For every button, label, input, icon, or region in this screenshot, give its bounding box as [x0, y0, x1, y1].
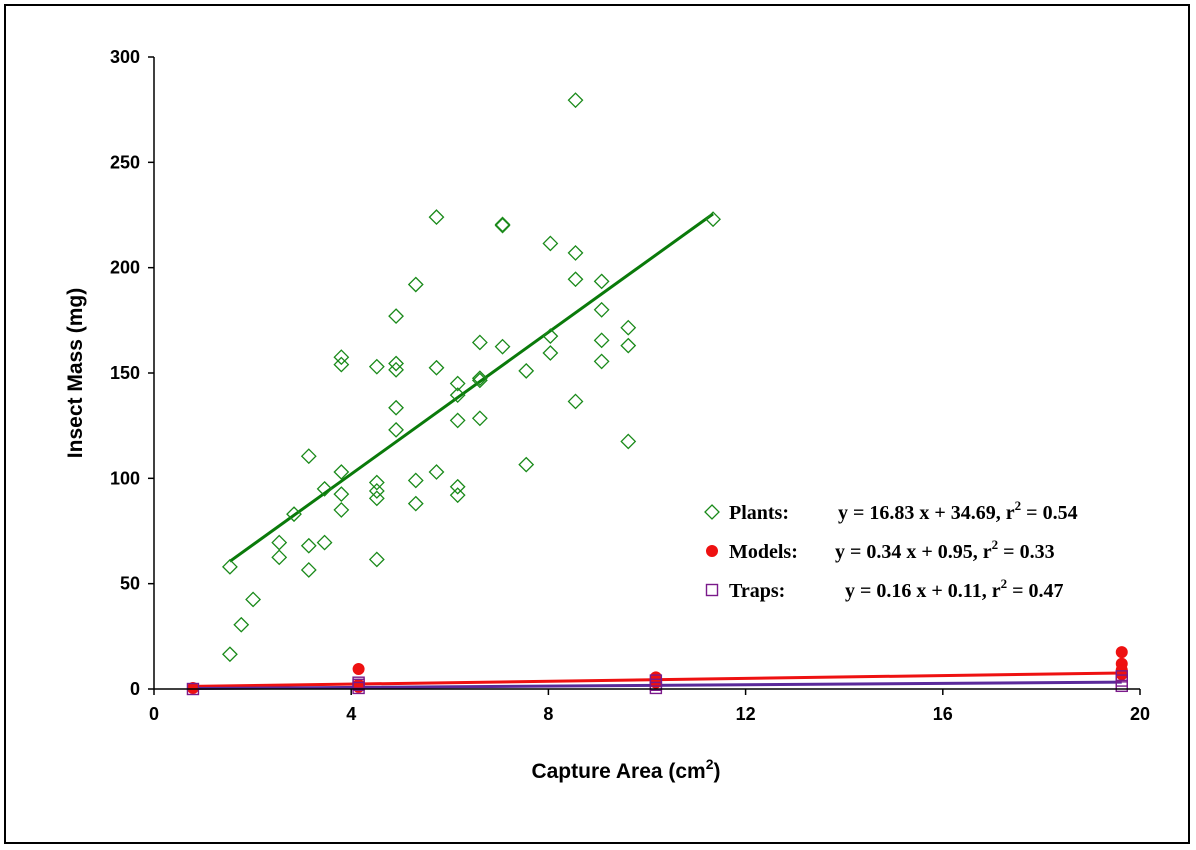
- data-point: [407, 276, 424, 293]
- data-point: [368, 490, 385, 507]
- data-point: [222, 646, 238, 663]
- x-tick-label: 0: [149, 704, 159, 724]
- legend-marker: [706, 545, 718, 557]
- data-point: [518, 456, 535, 473]
- data-point: [300, 537, 317, 554]
- legend-label: Plants:: [729, 502, 789, 524]
- legend-marker: [704, 504, 720, 520]
- y-tick-label: 100: [110, 468, 140, 488]
- y-tick-label: 50: [120, 574, 140, 594]
- data-point: [428, 209, 445, 226]
- data-point: [352, 676, 365, 689]
- data-point: [368, 474, 385, 491]
- y-tick-label: 0: [130, 679, 140, 699]
- data-point: [233, 616, 250, 633]
- data-point: [333, 349, 350, 366]
- data-point: [271, 549, 288, 566]
- data-point: [333, 356, 350, 373]
- y-tick-label: 300: [110, 47, 140, 67]
- data-point: [471, 334, 488, 351]
- data-point: [222, 558, 238, 575]
- legend-marker: [705, 583, 719, 597]
- tick-labels: 0 50 100 150 200 250 300 0 4 8 12 16 20: [110, 47, 1150, 724]
- data-point: [620, 319, 637, 336]
- data-point: [567, 92, 584, 109]
- data-point: [368, 551, 385, 568]
- data-point: [300, 562, 317, 578]
- data-point: [567, 271, 584, 288]
- y-tick-label: 200: [110, 258, 140, 278]
- data-point: [593, 353, 610, 370]
- data-point: [649, 674, 663, 687]
- data-point: [428, 359, 445, 376]
- data-point: [271, 534, 288, 551]
- data-point: [352, 662, 365, 675]
- data-point: [542, 235, 559, 252]
- x-tick-label: 16: [933, 704, 953, 724]
- data-point: [333, 464, 350, 480]
- data-point: [428, 464, 445, 480]
- data-point: [388, 355, 404, 372]
- data-point: [388, 399, 404, 416]
- data-point: [388, 361, 404, 378]
- data-point: [333, 486, 350, 503]
- x-tick-label: 8: [543, 704, 553, 724]
- data-point: [449, 487, 466, 504]
- data-point: [300, 448, 317, 465]
- data-point: [449, 478, 466, 495]
- trendlines: [192, 212, 1122, 691]
- y-tick-label: 150: [110, 363, 140, 383]
- axes: [148, 56, 1141, 695]
- chart-frame: [4, 4, 1190, 844]
- data-point: [620, 433, 637, 450]
- x-axis-title: Capture Area (cm2): [531, 756, 720, 783]
- legend-label: Traps:: [729, 580, 785, 602]
- data-point: [542, 345, 559, 361]
- data-point: [567, 393, 584, 410]
- data-point: [593, 301, 610, 318]
- data-point: [1115, 646, 1128, 659]
- data-point: [368, 483, 385, 499]
- data-point: [449, 412, 466, 429]
- data-point: [494, 338, 511, 355]
- data-point: [368, 358, 385, 375]
- data-point: [705, 211, 721, 228]
- data-point: [245, 591, 262, 608]
- data-point: [333, 502, 350, 518]
- data-point: [542, 328, 559, 345]
- y-tick-label: 250: [110, 152, 140, 172]
- x-tick-label: 12: [736, 704, 756, 724]
- x-tick-label: 20: [1130, 704, 1150, 724]
- data-point: [471, 410, 488, 427]
- data-point: [407, 495, 424, 512]
- legend-equation: y = 0.16 x + 0.11, r2 = 0.47: [845, 576, 1063, 602]
- data-point: [286, 506, 302, 523]
- data-point: [449, 387, 466, 404]
- data-point: [593, 332, 610, 349]
- data-point: [449, 375, 466, 392]
- data-point: [1115, 670, 1128, 683]
- data-point: [388, 308, 404, 325]
- x-tick-label: 4: [346, 704, 356, 724]
- data-point: [494, 216, 511, 233]
- data-point: [620, 337, 637, 354]
- y-axis-title: Insect Mass (mg): [64, 288, 87, 458]
- data-point: [518, 362, 535, 379]
- data-point: [471, 372, 488, 389]
- legend-label: Models:: [729, 541, 798, 563]
- data-point: [316, 534, 333, 551]
- data-point: [593, 273, 610, 290]
- data-point: [567, 245, 584, 261]
- legend: Plants: y = 16.83 x + 34.69, r2 = 0.54 Mod…: [704, 498, 1078, 602]
- legend-equation: y = 16.83 x + 34.69, r2 = 0.54: [838, 498, 1078, 524]
- trendline: [229, 212, 714, 563]
- data-points: [186, 92, 1128, 696]
- data-point: [388, 421, 404, 438]
- data-point: [407, 472, 424, 489]
- data-point: [316, 480, 333, 497]
- data-point: [494, 217, 511, 234]
- data-point: [471, 370, 488, 387]
- legend-equation: y = 0.34 x + 0.95, r2 = 0.33: [835, 537, 1055, 563]
